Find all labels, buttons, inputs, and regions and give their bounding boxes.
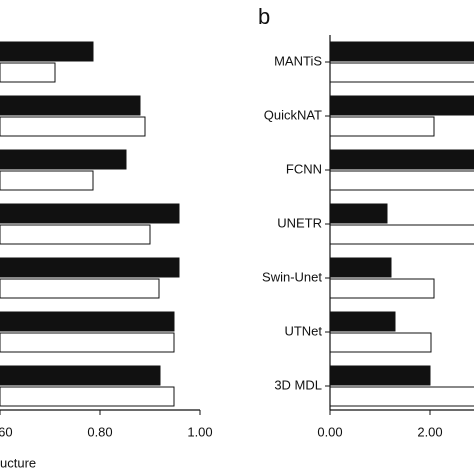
- bars: [0, 41, 180, 407]
- panel-b: b MANTiS QuickNAT FCNN UNETR Swin-Unet UTNet 3D…: [258, 4, 474, 439]
- y-tick-label: UNETR: [277, 215, 322, 230]
- bar: [0, 170, 94, 191]
- bar: [0, 95, 141, 116]
- y-tick-label: FCNN: [286, 161, 322, 176]
- x-tick-label: 2.00: [417, 424, 442, 439]
- bar: [330, 95, 474, 116]
- bar: [0, 224, 151, 245]
- bar: [330, 224, 474, 245]
- bar: [0, 203, 180, 224]
- bar: [0, 278, 160, 299]
- bar: [330, 386, 474, 407]
- bar: [330, 203, 388, 224]
- bar: [330, 311, 396, 332]
- bar: [0, 365, 161, 386]
- bar: [330, 257, 392, 278]
- bar: [330, 170, 474, 191]
- y-tick-label: QuickNAT: [264, 107, 322, 122]
- bar: [330, 116, 435, 137]
- bar: [0, 41, 94, 62]
- bar: [330, 332, 432, 353]
- x-tick-label: 0.60: [0, 424, 13, 439]
- y-tick-label: MANTiS: [274, 53, 322, 68]
- y-tick-label: 3D MDL: [274, 377, 322, 392]
- panel-title: b: [258, 4, 270, 29]
- bar: [0, 257, 180, 278]
- y-tick-label: UTNet: [284, 323, 322, 338]
- bar: [0, 62, 56, 83]
- bar: [330, 149, 474, 170]
- bar: [0, 116, 146, 137]
- bar: [0, 386, 175, 407]
- bars: [330, 41, 474, 407]
- bar: [0, 311, 175, 332]
- y-tick-label: Swin-Unet: [262, 269, 322, 284]
- bar: [0, 149, 127, 170]
- bar: [330, 278, 435, 299]
- bar: [0, 332, 175, 353]
- x-tick-label: 0.80: [87, 424, 112, 439]
- bar: [330, 365, 431, 386]
- x-axis-label: ucture: [0, 455, 36, 470]
- bar: [330, 62, 474, 83]
- x-tick-label: 1.00: [187, 424, 212, 439]
- x-tick-label: 0.00: [317, 424, 342, 439]
- bar: [330, 41, 474, 62]
- panel-a: 0.60 0.80 1.00 ucture: [0, 41, 213, 470]
